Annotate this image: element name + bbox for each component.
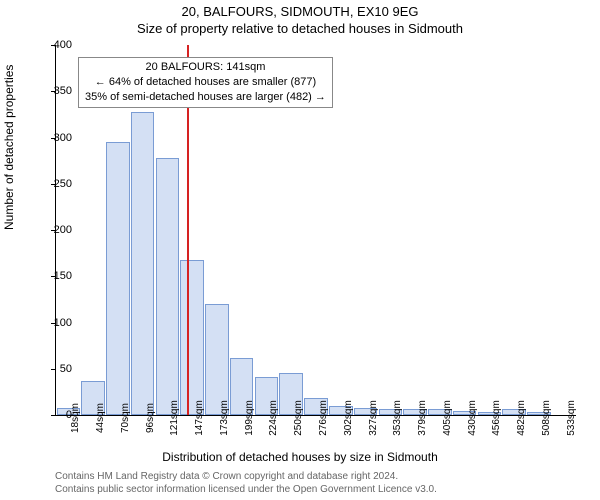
footer-line-1: Contains HM Land Registry data © Crown c… [55,471,575,484]
footer-line-2: Contains public sector information licen… [55,484,575,497]
histogram-bar [106,142,130,415]
x-tick-label: 302sqm [343,400,354,436]
histogram-bar [156,158,180,415]
footer-attribution: Contains HM Land Registry data © Crown c… [55,471,575,496]
x-tick-label: 508sqm [541,400,552,436]
x-tick-label: 482sqm [516,400,527,436]
x-tick-label: 405sqm [442,400,453,436]
x-tick-label: 147sqm [194,400,205,436]
x-tick-label: 327sqm [368,400,379,436]
address-title: 20, BALFOURS, SIDMOUTH, EX10 9EG [0,4,600,21]
x-tick-label: 18sqm [70,403,81,433]
x-tick-label: 533sqm [566,400,577,436]
x-axis-label: Distribution of detached houses by size … [0,450,600,464]
histogram-bar [205,304,229,415]
x-tick-label: 96sqm [145,403,156,433]
x-tick-label: 173sqm [219,400,230,436]
y-axis-label: Number of detached properties [2,65,16,230]
x-tick-label: 379sqm [417,400,428,436]
x-tick-label: 430sqm [467,400,478,436]
x-tick-label: 456sqm [491,400,502,436]
x-tick-label: 353sqm [392,400,403,436]
title-block: 20, BALFOURS, SIDMOUTH, EX10 9EG Size of… [0,0,600,38]
subtitle: Size of property relative to detached ho… [0,21,600,38]
x-tick-label: 250sqm [293,400,304,436]
annotation-line: ← 64% of detached houses are smaller (87… [85,75,326,90]
annotation-line: 35% of semi-detached houses are larger (… [85,90,326,105]
x-tick-label: 224sqm [268,400,279,436]
histogram-bar [131,112,155,415]
x-tick-label: 199sqm [244,400,255,436]
x-tick-label: 70sqm [120,403,131,433]
x-tick-label: 121sqm [169,400,180,436]
annotation-box: 20 BALFOURS: 141sqm← 64% of detached hou… [78,57,333,108]
chart-plot-area: 20 BALFOURS: 141sqm← 64% of detached hou… [55,45,576,416]
annotation-line: 20 BALFOURS: 141sqm [85,60,326,75]
histogram-bar [180,260,204,415]
x-tick-label: 44sqm [95,403,106,433]
x-tick-label: 276sqm [318,400,329,436]
